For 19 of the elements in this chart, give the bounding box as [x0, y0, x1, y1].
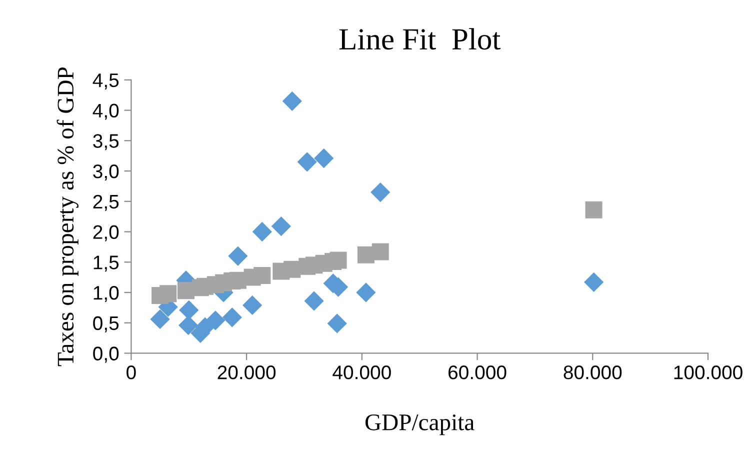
x-tick-label: 40.000 [332, 366, 391, 380]
x-tick-label: 20.000 [218, 366, 276, 380]
y-tick-label: 4,5 [92, 74, 119, 90]
x-tick-label: 0 [126, 366, 136, 380]
y-tick-label: 3,5 [93, 134, 119, 150]
chart-title: Line Fit Plot [339, 28, 500, 50]
y-tick-label: 3,0 [93, 164, 119, 181]
x-tick-label: 60.000 [448, 366, 506, 380]
y-tick-label: 1,0 [94, 286, 119, 302]
y-tick-label: 0,5 [93, 316, 119, 332]
y-tick-label: 0,0 [93, 346, 119, 363]
y-tick-label: 2,0 [93, 225, 119, 242]
y-tick-label: 1,5 [94, 256, 119, 272]
y-tick-label: 4,0 [92, 104, 119, 120]
x-tick-label: 80.000 [564, 366, 622, 380]
x-axis-title: GDP/capita [365, 414, 474, 436]
y-axis-title: Taxes on property as % of GDP [56, 68, 78, 366]
x-tick-label: 100.000 [674, 366, 742, 380]
y-tick-label: 2,5 [93, 194, 119, 211]
